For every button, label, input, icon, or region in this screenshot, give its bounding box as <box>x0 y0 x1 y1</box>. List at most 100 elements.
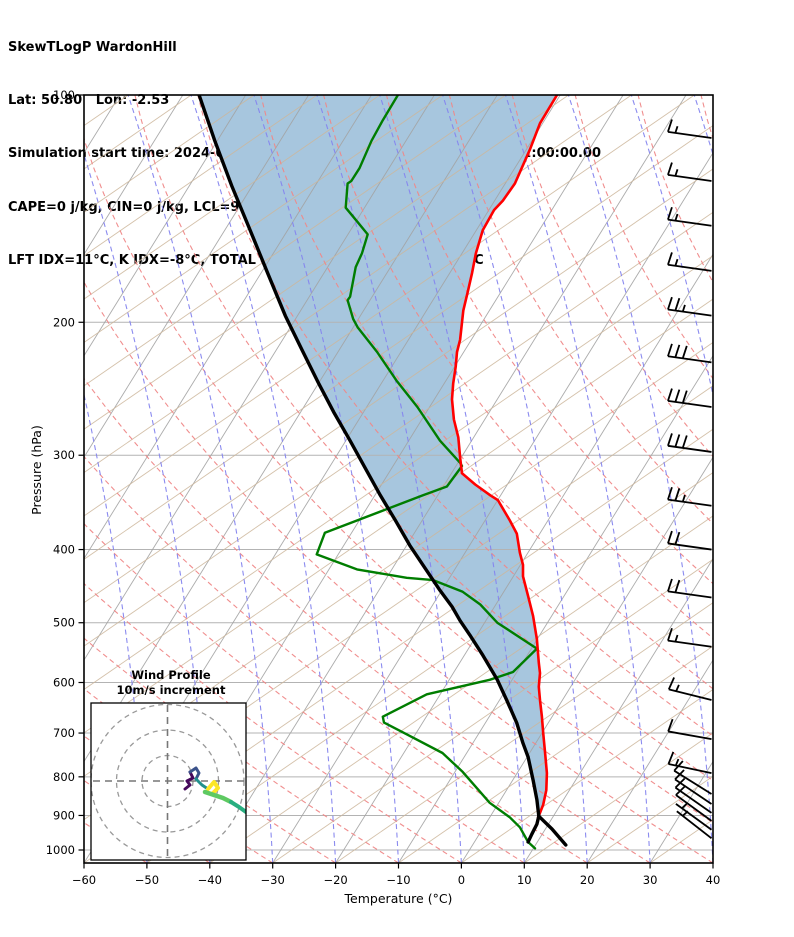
moist-adiabats-line <box>316 95 462 863</box>
isotherms-line <box>84 95 435 661</box>
x-tick-label: −20 <box>323 873 347 887</box>
warm-diagonals-line <box>84 168 713 604</box>
wind-barb <box>674 777 713 814</box>
x-tick-label: 20 <box>580 873 595 887</box>
x-tick-label: 10 <box>517 873 532 887</box>
warm-diagonals-line <box>146 472 713 863</box>
x-tick-label: −10 <box>386 873 410 887</box>
moist-adiabats-line <box>693 95 713 157</box>
wind-barbs <box>667 119 713 840</box>
hodograph-trace-segment <box>202 789 234 805</box>
moist-adiabats-line <box>504 95 651 863</box>
isotherms-line <box>272 151 713 863</box>
moist-adiabats-line <box>442 95 588 863</box>
x-tick-label: 40 <box>706 873 721 887</box>
moist-adiabats-line <box>253 95 400 863</box>
wind-inset-title-line2: 10m/s increment <box>116 683 226 697</box>
moist-adiabats-line <box>567 95 713 863</box>
dry-adiabats-line <box>385 95 713 585</box>
wind-barb <box>667 677 712 701</box>
y-tick-label: 100 <box>53 88 75 102</box>
x-tick-label: −50 <box>135 873 159 887</box>
warm-diagonals-line <box>209 515 713 863</box>
wind-barb <box>675 785 713 822</box>
y-tick-label: 500 <box>53 616 75 630</box>
y-tick-label: 900 <box>53 808 75 822</box>
cin-shading <box>199 95 557 818</box>
x-axis-title: Temperature (°C) <box>344 891 453 906</box>
isotherms-line <box>84 95 309 459</box>
chart-title: SkewTLogP WardonHill <box>8 39 177 55</box>
wind-barb <box>667 487 712 507</box>
wind-barb <box>667 343 712 364</box>
warm-diagonals-line <box>84 95 506 387</box>
dry-adiabats-line <box>323 95 713 639</box>
wind-barb <box>675 802 713 831</box>
isotherms-line <box>84 95 184 256</box>
y-tick-label: 300 <box>53 448 75 462</box>
warm-diagonals-line <box>84 125 713 560</box>
wind-barb <box>667 162 712 182</box>
isotherms-line <box>523 557 713 863</box>
warm-diagonals-line <box>461 688 713 863</box>
isotherms-line <box>461 456 713 863</box>
isotherms-line <box>335 253 713 863</box>
wind-inset-title-line1: Wind Profile <box>131 668 211 682</box>
isotherms-line <box>712 862 713 863</box>
dry-adiabats-line <box>574 95 713 380</box>
dry-adiabats-line <box>511 95 713 458</box>
warm-diagonals-line <box>84 95 632 474</box>
hodograph-trace-segment <box>188 766 201 781</box>
wind-barb <box>667 388 712 408</box>
warm-diagonals-line <box>84 428 713 863</box>
wind-barb <box>667 119 712 139</box>
moist-adiabats-line <box>379 95 525 863</box>
wind-barb <box>667 627 712 648</box>
sounding-profiles <box>197 95 568 850</box>
x-tick-label: −30 <box>261 873 285 887</box>
station-coordinates: Lat: 50.80 Lon: -2.53 <box>8 92 170 108</box>
dry-adiabats-line <box>84 136 713 824</box>
isotherms-line <box>209 95 687 863</box>
y-tick-label: 700 <box>53 726 75 740</box>
warm-diagonals-line <box>84 95 318 257</box>
dry-adiabats-line <box>197 95 713 737</box>
warm-diagonals-line <box>398 645 713 863</box>
parcel-curve <box>197 95 541 818</box>
shaded-area <box>199 95 557 818</box>
x-tick-label: 0 <box>458 873 465 887</box>
wind-barb <box>667 296 712 317</box>
x-tick-label: 30 <box>643 873 658 887</box>
hodograph-border <box>90 702 247 861</box>
isotherms-line <box>586 659 713 863</box>
wind-barb <box>667 578 712 599</box>
hodograph-trace-segment <box>183 770 195 791</box>
hodograph-inset <box>90 702 247 861</box>
warm-diagonals-line <box>84 95 695 517</box>
wind-barb <box>667 530 712 551</box>
y-tick-label: 200 <box>53 315 75 329</box>
isotherms-line <box>84 95 247 357</box>
warm-diagonals-line <box>712 862 713 863</box>
wind-barb <box>676 810 713 840</box>
x-tick-label: −60 <box>72 873 96 887</box>
y-tick-label: 800 <box>53 770 75 784</box>
wind-barb <box>667 252 712 272</box>
parcel-mixing-leg <box>526 814 541 844</box>
warm-diagonals-line <box>84 255 713 691</box>
wind-inset-title: Wind Profile 10m/s increment <box>96 668 246 698</box>
y-tick-label: 1000 <box>46 843 75 857</box>
wind-barb <box>667 718 712 740</box>
moist-adiabats-line <box>757 95 794 863</box>
axes: −60 −50 −40 −30 −20 −10 0 10 20 30 40 100 200 300 400 5… <box>46 88 721 887</box>
moist-adiabats-line <box>190 95 337 863</box>
dry-adiabats-line <box>700 95 713 141</box>
dry-adiabats-line <box>637 95 713 284</box>
y-tick-label: 600 <box>53 676 75 690</box>
isotherms-line <box>84 95 372 560</box>
moist-adiabats-line <box>630 95 713 398</box>
dry-adiabats-line <box>134 95 713 782</box>
wind-barb <box>674 769 713 805</box>
